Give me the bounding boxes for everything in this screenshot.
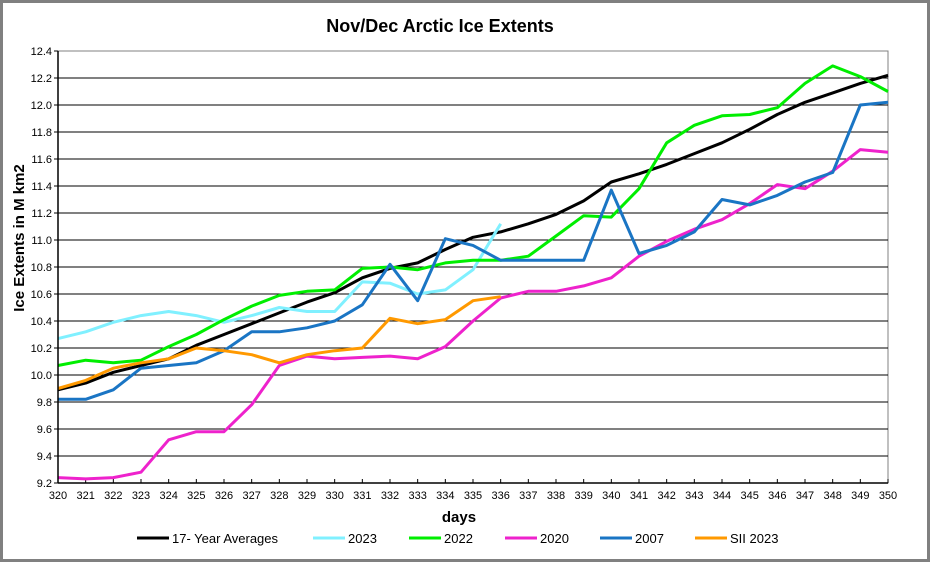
x-tick-label: 321 [76,490,94,502]
x-tick-label: 341 [630,490,648,502]
x-tick-label: 331 [353,490,371,502]
y-tick-label: 10.8 [31,262,52,274]
x-tick-label: 346 [768,490,786,502]
series-line-17-year-averages [57,73,889,392]
x-tick-label: 329 [298,490,316,502]
x-tick-label: 322 [104,490,122,502]
chart-title: Nov/Dec Arctic Ice Extents [326,16,553,36]
x-axis-title: days [442,509,476,526]
y-tick-label: 12.4 [31,46,52,58]
y-tick-label: 11.4 [31,181,52,193]
y-tick-label: 11.8 [31,127,52,139]
x-tick-label: 344 [713,490,731,502]
x-tick-label: 320 [49,490,67,502]
x-tick-label: 348 [823,490,841,502]
y-tick-label: 9.4 [37,451,52,463]
legend-label: 2020 [540,531,569,546]
x-tick-label: 343 [685,490,703,502]
y-tick-label: 12.0 [31,100,52,112]
y-axis-title: Ice Extents in M km2 [11,164,28,312]
x-tick-label: 325 [187,490,205,502]
x-tick-label: 330 [325,490,343,502]
y-tick-label: 12.2 [31,73,52,85]
y-tick-label: 10.2 [31,343,52,355]
x-tick-label: 335 [464,490,482,502]
y-tick-label: 9.6 [37,424,52,436]
x-tick-label: 327 [242,490,260,502]
series-line-2007 [58,100,889,401]
x-tick-label: 333 [408,490,426,502]
legend-item: 2007 [600,531,664,546]
legend-item: 2020 [505,531,569,546]
legend-item: 17- Year Averages [137,531,279,546]
legend-label: 2007 [635,531,664,546]
legend-label: 2022 [444,531,473,546]
x-tick-label: 349 [851,490,869,502]
y-axis-ticks: 9.2 9.4 9.6 9.8 10.0 10.2 10.4 10.6 10.8 11.0 11.2… [31,46,58,490]
x-tick-label: 324 [159,490,177,502]
legend-item: 2023 [313,531,377,546]
series-lines [57,64,889,481]
y-tick-label: 10.4 [31,316,52,328]
y-tick-label: 10.0 [31,370,52,382]
x-tick-label: 326 [215,490,233,502]
y-tick-label: 10.6 [31,289,52,301]
legend-label: 2023 [348,531,377,546]
y-tick-label: 11.0 [31,235,52,247]
x-tick-label: 342 [657,490,675,502]
legend-label: 17- Year Averages [172,531,279,546]
y-tick-label: 11.2 [31,208,52,220]
x-tick-label: 338 [547,490,565,502]
x-axis-ticks: 320 321 322 323 324 325 326 327 328 329 330 331 332 3… [49,479,897,502]
y-tick-label: 9.8 [37,397,52,409]
x-tick-label: 337 [519,490,537,502]
x-tick-label: 345 [740,490,758,502]
x-tick-label: 339 [574,490,592,502]
legend: 17- Year Averages 2023 2022 2020 2007 SII 202… [137,531,778,546]
series-line-2023 [57,223,502,341]
legend-label: SII 2023 [730,531,778,546]
series-line-2022 [57,64,889,367]
x-tick-label: 328 [270,490,288,502]
x-tick-label: 334 [436,490,454,502]
x-tick-label: 332 [381,490,399,502]
x-tick-label: 347 [796,490,814,502]
x-tick-label: 336 [491,490,509,502]
x-tick-label: 323 [132,490,150,502]
legend-item: SII 2023 [695,531,778,546]
x-tick-label: 340 [602,490,620,502]
y-tick-label: 11.6 [31,154,52,166]
series-line-sii-2023 [57,295,501,390]
x-tick-label: 350 [879,490,897,502]
legend-item: 2022 [409,531,473,546]
y-tick-label: 9.2 [37,478,52,490]
